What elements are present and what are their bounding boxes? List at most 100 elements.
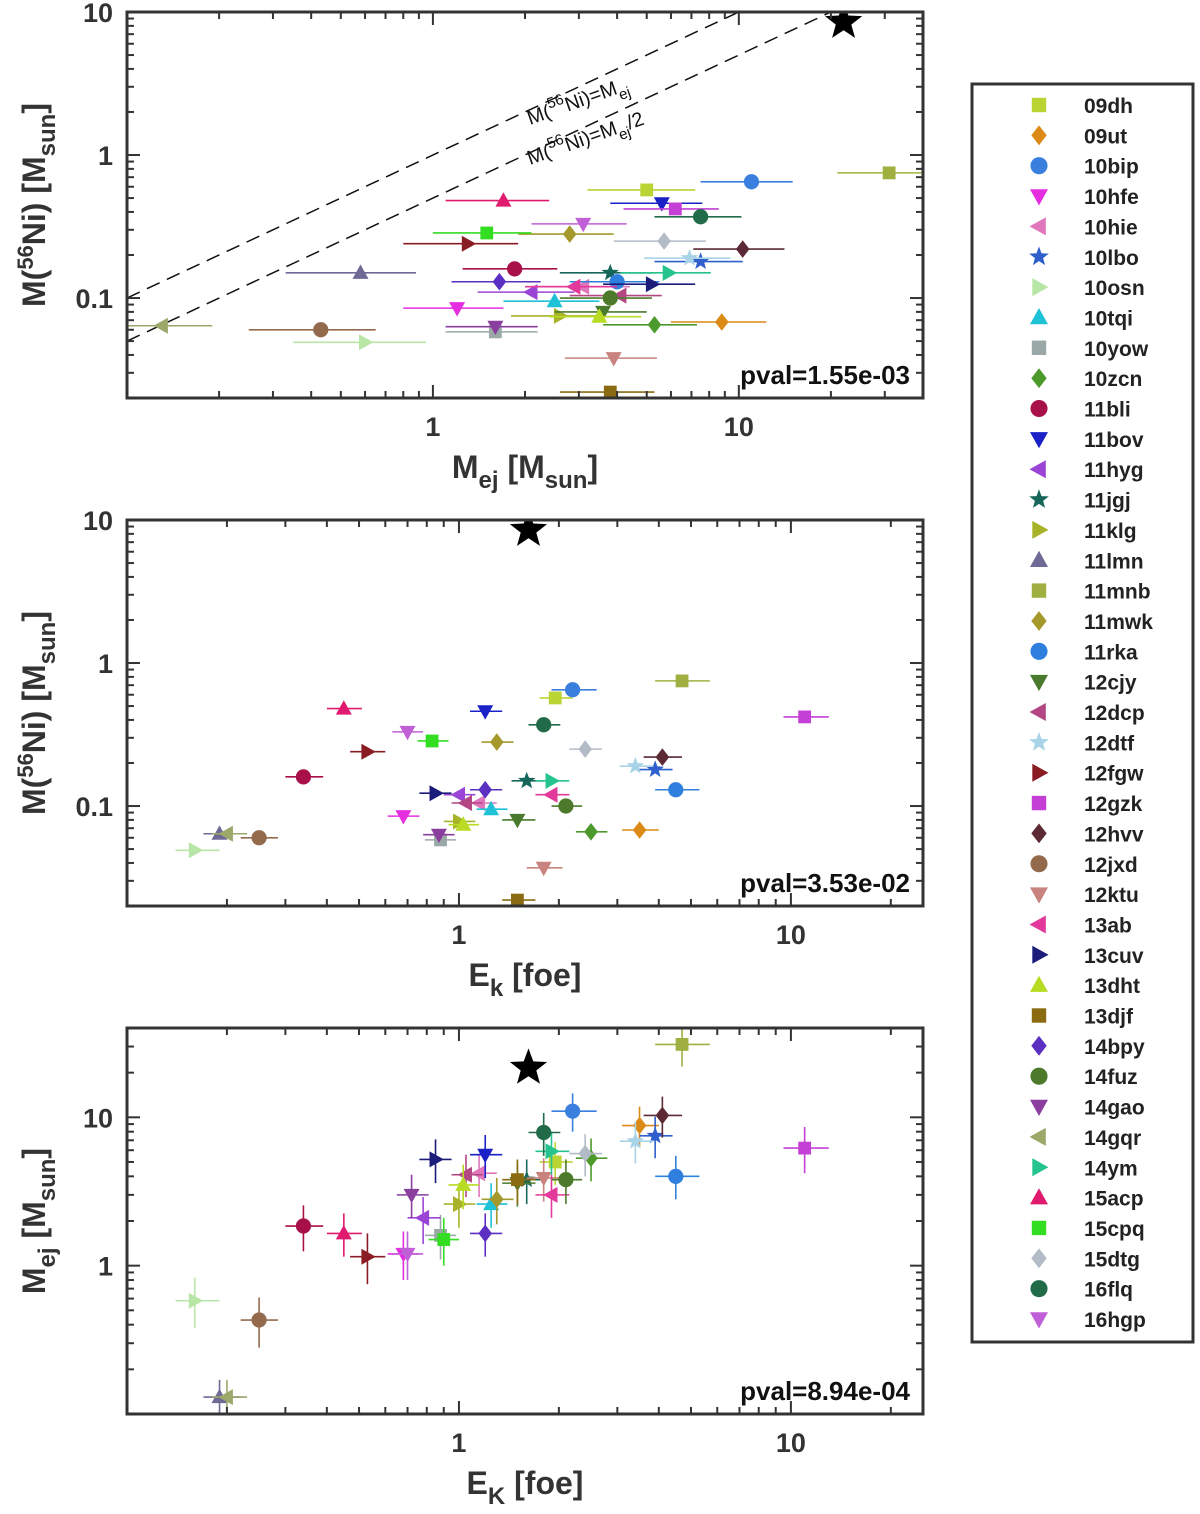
legend-entry-13djf: 13djf	[1031, 1006, 1134, 1029]
panel-mej-vs-ek-frame	[125, 1026, 925, 1416]
marker-15cpq	[425, 734, 439, 748]
marker-11bli	[507, 261, 523, 277]
marker-12fgw	[461, 235, 477, 252]
panel-ni-vs-mej-star	[825, 12, 863, 38]
point-10lbo	[639, 1116, 673, 1159]
legend-entry-12ktu: 12ktu	[1030, 884, 1139, 907]
legend-label: 12dtf	[1084, 732, 1135, 755]
point-11rka	[655, 782, 700, 798]
point-11mwk	[518, 225, 614, 243]
point-14fuz	[559, 290, 652, 306]
point-12dtf	[619, 1121, 654, 1164]
legend-marker-13cuv	[1032, 945, 1049, 964]
legend-entry-11bov: 11bov	[1030, 429, 1144, 452]
point-15acp	[326, 700, 362, 715]
marker-10tqi	[546, 292, 563, 308]
marker-12ktu	[535, 1172, 552, 1187]
panel-ni-vs-mej-ylabel-3: ]	[16, 103, 52, 114]
marker-14gao	[487, 320, 504, 336]
legend-marker-11bov	[1030, 432, 1048, 449]
legend-label: 11klg	[1084, 520, 1137, 543]
point-12gzk	[783, 1127, 829, 1174]
marker-13djf	[603, 385, 617, 398]
marker-14bpy	[492, 272, 507, 291]
y-tick-label: 10	[83, 1103, 113, 1133]
legend-label: 15dtg	[1084, 1248, 1140, 1271]
marker-10lbo	[646, 760, 664, 777]
marker-12jxd	[251, 830, 267, 846]
legend-label: 16flq	[1084, 1279, 1133, 1302]
legend-marker-10hfe	[1030, 189, 1048, 206]
y-tick-label: 1	[98, 1252, 113, 1282]
legend-label: 10tqi	[1084, 307, 1133, 330]
marker-15cpq	[480, 226, 494, 240]
marker-11hyg	[414, 1209, 430, 1226]
point-14ym	[620, 264, 711, 281]
panel-ni-vs-ek-ylabel-2: Ni) [M	[16, 664, 52, 753]
legend-label: 14bpy	[1084, 1036, 1145, 1059]
panel-ni-vs-mej-ylabel: M(56Ni) [Msun]	[13, 103, 61, 307]
point-13djf	[559, 385, 655, 398]
y-tick-label: 10	[83, 506, 113, 536]
legend-label: 15acp	[1084, 1188, 1144, 1211]
panel-mej-vs-ek-ylabel-sub: ej	[34, 1247, 61, 1267]
marker-09dh	[640, 183, 654, 197]
marker-12cjy	[509, 813, 526, 829]
panel-ni-vs-ek-frame	[125, 518, 925, 908]
legend-marker-14gqr	[1029, 1127, 1046, 1146]
point-12hvv	[643, 1096, 683, 1138]
panel-ni-vs-mej-xlabel-bsub: sun	[545, 467, 588, 494]
marker-10tqi	[483, 1195, 500, 1211]
point-15cpq	[428, 1217, 459, 1266]
point-12gzk	[623, 202, 719, 216]
panel-ni-vs-ek-xlabel-sub: k	[490, 975, 504, 1002]
x-tick-label: 1	[451, 920, 466, 950]
legend-label: 13dht	[1084, 975, 1140, 998]
legend-marker-12fgw	[1032, 763, 1049, 782]
legend-entry-13cuv: 13cuv	[1032, 945, 1144, 968]
legend-marker-12gzk	[1031, 795, 1047, 811]
marker-13cuv	[645, 276, 661, 293]
marker-12jxd	[313, 322, 329, 338]
marker-13dht	[591, 308, 608, 323]
legend-marker-11bli	[1030, 399, 1048, 418]
legend-box	[970, 82, 1195, 1344]
marker-10bip	[565, 682, 581, 698]
marker-11klg	[553, 307, 569, 324]
point-13djf	[502, 1159, 536, 1205]
panel-ni-vs-ek-xlabel-open: [foe]	[503, 957, 581, 993]
legend-label: 10bip	[1084, 156, 1139, 179]
legend-entry-14gao: 14gao	[1030, 1097, 1145, 1120]
legend-marker-12cjy	[1030, 674, 1048, 692]
legend-entry-11bli: 11bli	[1030, 399, 1131, 422]
legend-entry-12dcp: 12dcp	[1029, 702, 1145, 725]
point-12jxd	[248, 322, 376, 338]
legend-entry-13ab: 13ab	[1029, 914, 1132, 937]
point-10tqi	[476, 1183, 508, 1228]
panel-ni-vs-mej-frame	[125, 10, 925, 400]
legend-label: 09ut	[1084, 125, 1127, 148]
ref-line-equal-sup: 56	[545, 91, 566, 113]
marker-12ktu	[535, 861, 552, 877]
legend-marker-10zcn	[1031, 368, 1047, 389]
x-tick-label: 1	[425, 412, 440, 442]
point-12dtf	[619, 757, 654, 774]
point-12jxd	[240, 1297, 278, 1348]
point-11klg	[511, 307, 604, 324]
marker-11mwk	[490, 1190, 504, 1209]
marker-14gqr	[218, 1389, 233, 1406]
point-15dtg	[569, 740, 603, 758]
legend-entry-15acp: 15acp	[1030, 1188, 1144, 1211]
legend-entry-10tqi: 10tqi	[1030, 307, 1133, 330]
point-11jgj	[511, 771, 544, 789]
panel-ni-vs-mej-ylabel-sub: sun	[34, 114, 61, 157]
marker-14fuz	[558, 798, 574, 814]
point-12dtf	[644, 249, 731, 266]
point-10bip	[551, 682, 597, 698]
marker-15acp	[495, 192, 512, 207]
panel-mej-vs-ek-ylabel-sub2: sun	[34, 1159, 61, 1202]
marker-10lbo	[691, 252, 710, 269]
point-13cuv	[419, 1139, 452, 1184]
point-09dh	[539, 691, 573, 705]
y-tick-label: 0.1	[75, 792, 113, 822]
